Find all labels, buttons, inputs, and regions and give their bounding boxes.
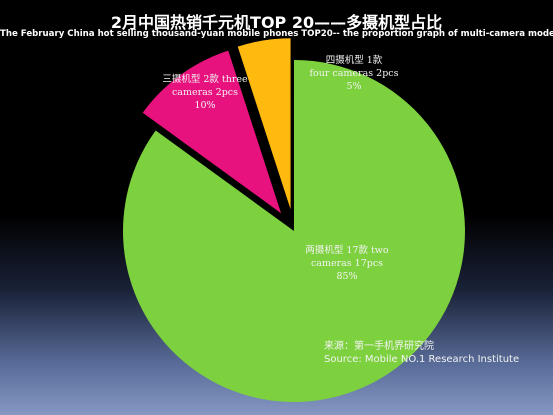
slice-label-four-cameras-line1: 四摄机型 1款 [325, 55, 383, 66]
source-note-en: Source: Mobile NO.1 Research Institute [324, 354, 520, 365]
source-note-cn: 来源：第一手机界研究院 [324, 341, 434, 352]
slice-label-four-cameras-line2: four cameras 2pcs [309, 68, 399, 79]
chart-title: 2月中国热销千元机TOP 20——多摄机型占比 [110, 13, 443, 32]
source-note: 来源：第一手机界研究院 Source: Mobile NO.1 Research… [324, 340, 519, 366]
slice-label-three-cameras-line2: cameras 2pcs [171, 87, 239, 98]
slice-label-three-cameras-percent: 10% [194, 100, 216, 111]
slice-label-three-cameras-line1: 三摄机型 2款 three [162, 74, 248, 85]
slice-label-three-cameras: 三摄机型 2款 three cameras 2pcs 10% [150, 73, 260, 112]
slice-label-two-cameras: 两摄机型 17款 two cameras 17pcs 85% [282, 244, 412, 283]
slice-label-two-cameras-line2: cameras 17pcs [310, 258, 384, 269]
slice-label-two-cameras-line1: 两摄机型 17款 two [305, 245, 389, 256]
chart-subtitle: The February China hot selling thousand-… [0, 29, 553, 39]
slice-label-two-cameras-percent: 85% [336, 271, 358, 282]
pie-slice-two-cameras [123, 60, 466, 402]
slice-label-four-cameras: 四摄机型 1款 four cameras 2pcs 5% [304, 54, 404, 93]
slice-label-four-cameras-percent: 5% [346, 81, 362, 92]
pie-slice-four-cameras [237, 38, 291, 210]
pie-slice-three-cameras [142, 50, 282, 214]
